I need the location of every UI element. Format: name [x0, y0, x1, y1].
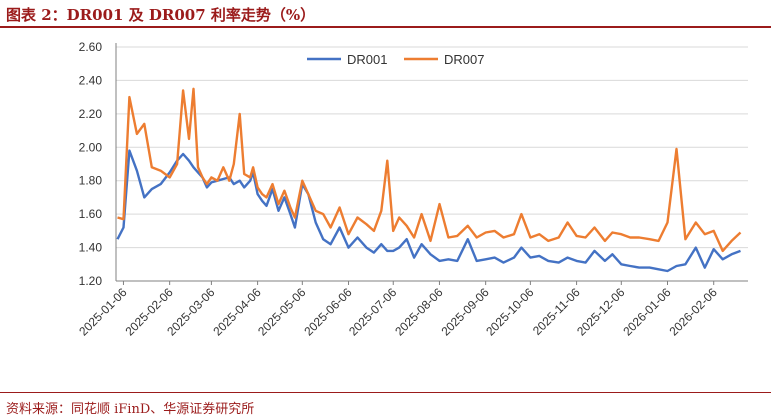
- x-tick-label: 2026-02-06: [667, 285, 721, 339]
- footer-divider: [0, 392, 771, 393]
- y-tick-label: 2.00: [79, 140, 103, 154]
- y-tick-label: 1.40: [79, 241, 103, 255]
- x-tick-label: 2025-05-06: [255, 285, 309, 339]
- y-tick-label: 1.80: [79, 174, 103, 188]
- x-tick-label: 2025-10-06: [483, 285, 537, 339]
- source-note: 资料来源：同花顺 iFinD、华源证券研究所: [6, 402, 255, 417]
- x-tick-label: 2025-01-06: [76, 285, 130, 339]
- y-tick-label: 1.20: [79, 274, 103, 288]
- line-chart: 1.20 1.40 1.60 1.80 2.00 2.20 2.40 2.60 2025-01-…: [76, 40, 748, 339]
- series-line-dr007: [117, 87, 742, 253]
- y-tick-label: 2.40: [79, 73, 103, 87]
- x-tick-label: 2026-01-06: [620, 285, 674, 339]
- y-tick-label: 2.60: [79, 40, 103, 54]
- legend-label-dr007: DR007: [444, 52, 484, 67]
- legend-label-dr001: DR001: [347, 52, 387, 67]
- chart-title: 图表 2：DR001 及 DR007 利率走势（%）: [6, 6, 316, 24]
- y-tick-label: 2.20: [79, 107, 103, 121]
- x-tick-label: 2025-08-06: [392, 285, 446, 339]
- x-tick-label: 2025-07-06: [346, 285, 400, 339]
- x-tick-label: 2025-12-06: [574, 285, 628, 339]
- y-tick-label: 1.60: [79, 207, 103, 221]
- title-divider: [0, 26, 771, 28]
- series-line-dr001: [116, 149, 741, 273]
